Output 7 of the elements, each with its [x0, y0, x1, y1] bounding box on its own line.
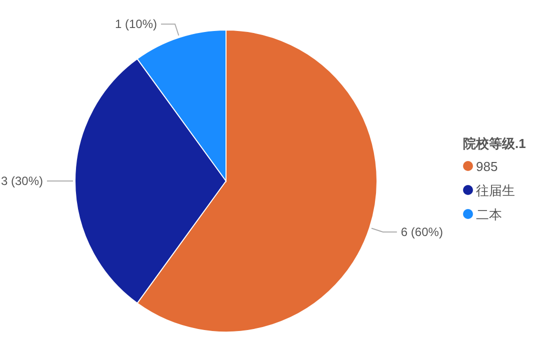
- legend-title: 院校等级.1: [463, 136, 526, 151]
- legend-label: 985: [476, 159, 498, 174]
- data-label: 6 (60%): [400, 224, 443, 239]
- legend-label: 二本: [476, 207, 502, 222]
- data-label: 3 (30%): [0, 174, 43, 188]
- legend-label: 往届生: [476, 183, 515, 198]
- data-label: 1 (10%): [114, 17, 158, 32]
